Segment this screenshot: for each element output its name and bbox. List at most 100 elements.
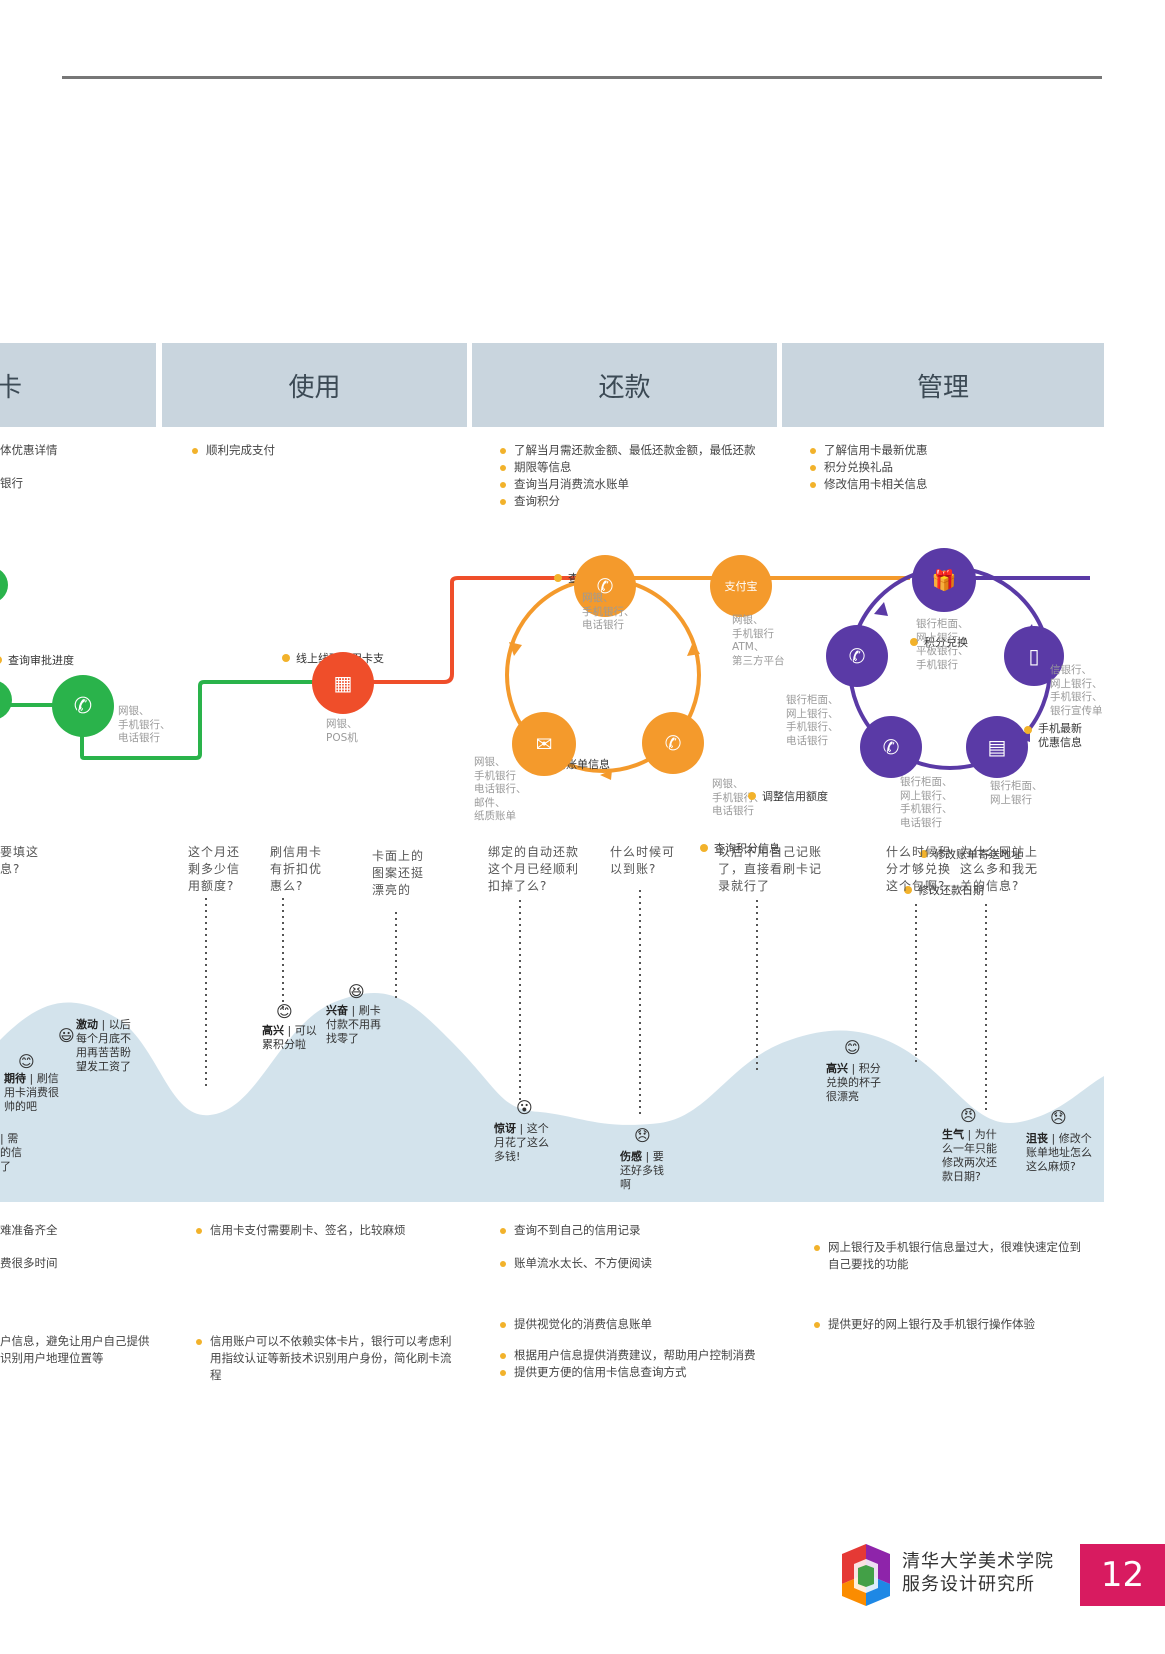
goal-item: 修改信用卡相关信息	[808, 476, 1088, 493]
touchpoint-channel: 网银、 手机银行、 电话银行	[582, 592, 635, 631]
touchpoint-node-manage-redeem[interactable]: 🎁	[912, 548, 976, 612]
pain-points-apply: 难准备齐全 费很多时间	[0, 1222, 150, 1272]
touchpoint-channel: 网银、 手机银行 电话银行、 邮件、 纸质账单	[474, 756, 527, 822]
pain-item: 信用卡支付需要刷卡、签名，比较麻烦	[194, 1222, 464, 1239]
user-question: 刷信用卡 有折扣优 惠么?	[270, 845, 323, 893]
opportunity-item: 户信息，避免让用户自己提供 识别用户地理位置等	[0, 1334, 150, 1365]
emotion-note: 😞 沮丧 | 修改个 账单地址怎么 这么麻烦?	[1026, 1108, 1092, 1174]
goal-item: 积分兑换礼品	[808, 459, 1088, 476]
user-question: 为什么网站上 这么多和我无 关的信息?	[960, 845, 1039, 893]
goal-item: 顺利完成支付	[190, 442, 450, 459]
user-question: 卡面上的 图案还挺 漂亮的	[372, 849, 425, 897]
goal-item: 查询当月消费流水账单	[498, 476, 788, 493]
emotion-text: 刷卡 付款不用再 找零了	[326, 1004, 381, 1045]
user-question: 以后不用自己记账 了，直接看刷卡记 录就行了	[718, 845, 823, 893]
institute-name-line2: 服务设计研究所	[902, 1574, 1035, 1595]
touchpoint-label: 手机最新 优惠信息	[1024, 722, 1165, 750]
touchpoint-node-manage-address[interactable]: ▤	[966, 716, 1028, 778]
emotion-text: 为什 么一年只能 修改两次还 款日期?	[942, 1128, 997, 1183]
phone-icon: ✆	[882, 735, 900, 759]
goal-item: 了解当月需还款金额、最低还款金额，最低还款	[498, 442, 788, 459]
touchpoint-node-repay-points[interactable]: ✆	[642, 712, 704, 774]
stage-label-apply: 卡	[0, 372, 23, 403]
emotion-text: 刷信 用卡消费很 帅的吧	[4, 1072, 59, 1113]
touchpoint-label: 查询账单信息	[530, 756, 1165, 772]
touchpoint-label: 查询审批进度	[0, 652, 1159, 668]
repay-cycle-arrow	[687, 642, 700, 656]
touchpoint-node-repay-bill[interactable]: ✉	[512, 712, 576, 776]
touchpoint-node-approval[interactable]: ✆	[52, 675, 114, 737]
touchpoint-node-manage-offers[interactable]: ▯	[1004, 626, 1064, 686]
pain-item: 费很多时间	[0, 1256, 58, 1270]
emotion-label: 激动	[76, 1018, 98, 1031]
touchpoint-node-repay-pay[interactable]: 支付宝	[710, 555, 772, 617]
touchpoint-node-repay-query[interactable]: ✆	[574, 555, 636, 617]
face-icon: 😃	[58, 1026, 75, 1045]
phone-icon: ✆	[664, 731, 682, 755]
phone-icon: ✆	[596, 574, 614, 598]
repay-cycle-arrow	[600, 770, 612, 780]
touchpoint-channel: 银行柜面、 网上银行、 手机银行、 电话银行	[786, 694, 839, 747]
stage-header-use: 使用	[162, 343, 467, 427]
touchpoint-node-manage-credit[interactable]: ✆	[826, 625, 888, 687]
phone-icon: ✆	[73, 693, 93, 719]
opportunity-item: 根据用户信息提供消费建议，帮助用户控制消费	[498, 1347, 798, 1364]
touchpoint-label-text: 查询积分信息	[714, 842, 780, 855]
touchpoint-label-text: 手机最新 优惠信息	[1038, 722, 1082, 749]
opportunities-use: 信用账户可以不依赖实体卡片，银行可以考虑利 用指纹认证等新技术识别用户身份，简化…	[194, 1316, 474, 1401]
pain-item: 难准备齐全	[0, 1223, 58, 1237]
alipay-icon: 支付宝	[724, 580, 758, 593]
emotion-text: | 需 的信 了	[0, 1132, 22, 1173]
opportunities-repay: 提供视觉化的消费信息账单 根据用户信息提供消费建议，帮助用户控制消费 提供更方便…	[498, 1316, 798, 1381]
face-icon: 😊	[18, 1052, 35, 1071]
pain-item: 网上银行及手机银行信息量过大，很难快速定位到 自己要找的功能	[812, 1239, 1102, 1273]
institute-name-line1: 清华大学美术学院	[902, 1551, 1054, 1572]
touchpoint-channel: 银行柜面、 网上银行	[990, 780, 1043, 806]
touchpoint-label-text: 查询审批进度	[8, 654, 74, 667]
goals-repay: 了解当月需还款金额、最低还款金额，最低还款 期限等信息 查询当月消费流水账单 查…	[498, 442, 788, 510]
top-rule	[62, 76, 1102, 79]
stage-label-repay: 还款	[598, 372, 651, 403]
touchpoint-node-apply-2[interactable]	[0, 680, 12, 720]
stage-label-manage: 管理	[916, 372, 969, 403]
page-number: 12	[1080, 1544, 1165, 1606]
user-question: 要填这 息?	[0, 845, 40, 876]
emotion-text: 可以 累积分啦	[262, 1024, 317, 1051]
emotion-label: 生气	[942, 1128, 964, 1141]
touchpoint-node-payment[interactable]: ▦	[312, 652, 374, 714]
goals-manage: 了解信用卡最新优惠 积分兑换礼品 修改信用卡相关信息	[808, 442, 1088, 493]
touchpoint-label-text: 积分兑换	[924, 636, 968, 649]
emotion-label: 高兴	[262, 1024, 284, 1037]
opportunities-apply: 户信息，避免让用户自己提供 识别用户地理位置等	[0, 1316, 170, 1384]
user-question: 什么时候积 分才够兑换 这个包啊?	[886, 845, 952, 893]
touchpoint-label-text: 修改账单寄送地址	[934, 848, 1022, 861]
emotion-note: 😊 高兴 | 积分 兑换的杯子 很漂亮	[826, 1038, 881, 1104]
user-question: 绑定的自动还款 这个月已经顺利 扣掉了么?	[488, 845, 580, 893]
face-icon: 😊	[276, 1002, 293, 1021]
emotion-note: 😊 高兴 | 可以 累积分啦	[262, 1002, 317, 1052]
touchpoint-label: 修改还款日期	[904, 882, 1165, 898]
stage-header-apply: 卡	[0, 343, 156, 427]
emotion-text: 要 还好多钱 啊	[620, 1150, 664, 1191]
opportunity-item: 提供更好的网上银行及手机银行操作体验	[812, 1316, 1102, 1333]
touchpoint-node-manage-date[interactable]: ✆	[860, 716, 922, 778]
touchpoint-node-apply[interactable]	[0, 567, 8, 603]
emotion-text: 这个 月花了这么 多钱!	[494, 1122, 549, 1163]
emotion-label: 兴奋	[326, 1004, 348, 1017]
pain-points-manage: 网上银行及手机银行信息量过大，很难快速定位到 自己要找的功能	[812, 1222, 1102, 1290]
touchpoint-channel: 银行柜面、 网上银行、 手机银行、 电话银行	[900, 776, 953, 829]
touchpoint-label: 查询还款信息	[554, 570, 1165, 586]
pain-item: 账单流水太长、不方便阅读	[498, 1255, 778, 1272]
emotion-label: 沮丧	[1026, 1132, 1048, 1145]
pain-item: 查询不到自己的信用记录	[498, 1222, 778, 1239]
emotion-wave	[0, 993, 1104, 1202]
goal-item: 查询积分	[498, 493, 788, 510]
face-icon: 😞	[1050, 1108, 1067, 1127]
goal-item: 期限等信息	[498, 459, 788, 476]
opportunities-manage: 提供更好的网上银行及手机银行操作体验	[812, 1316, 1102, 1333]
goals-apply: 体优惠详情 银行	[0, 442, 140, 492]
institute-name: 清华大学美术学院 服务设计研究所	[902, 1550, 1054, 1596]
emotion-label: 惊讶	[494, 1122, 516, 1135]
touchpoint-channel: 网银、 POS机	[326, 718, 358, 744]
opportunity-item: 提供视觉化的消费信息账单	[498, 1316, 798, 1333]
